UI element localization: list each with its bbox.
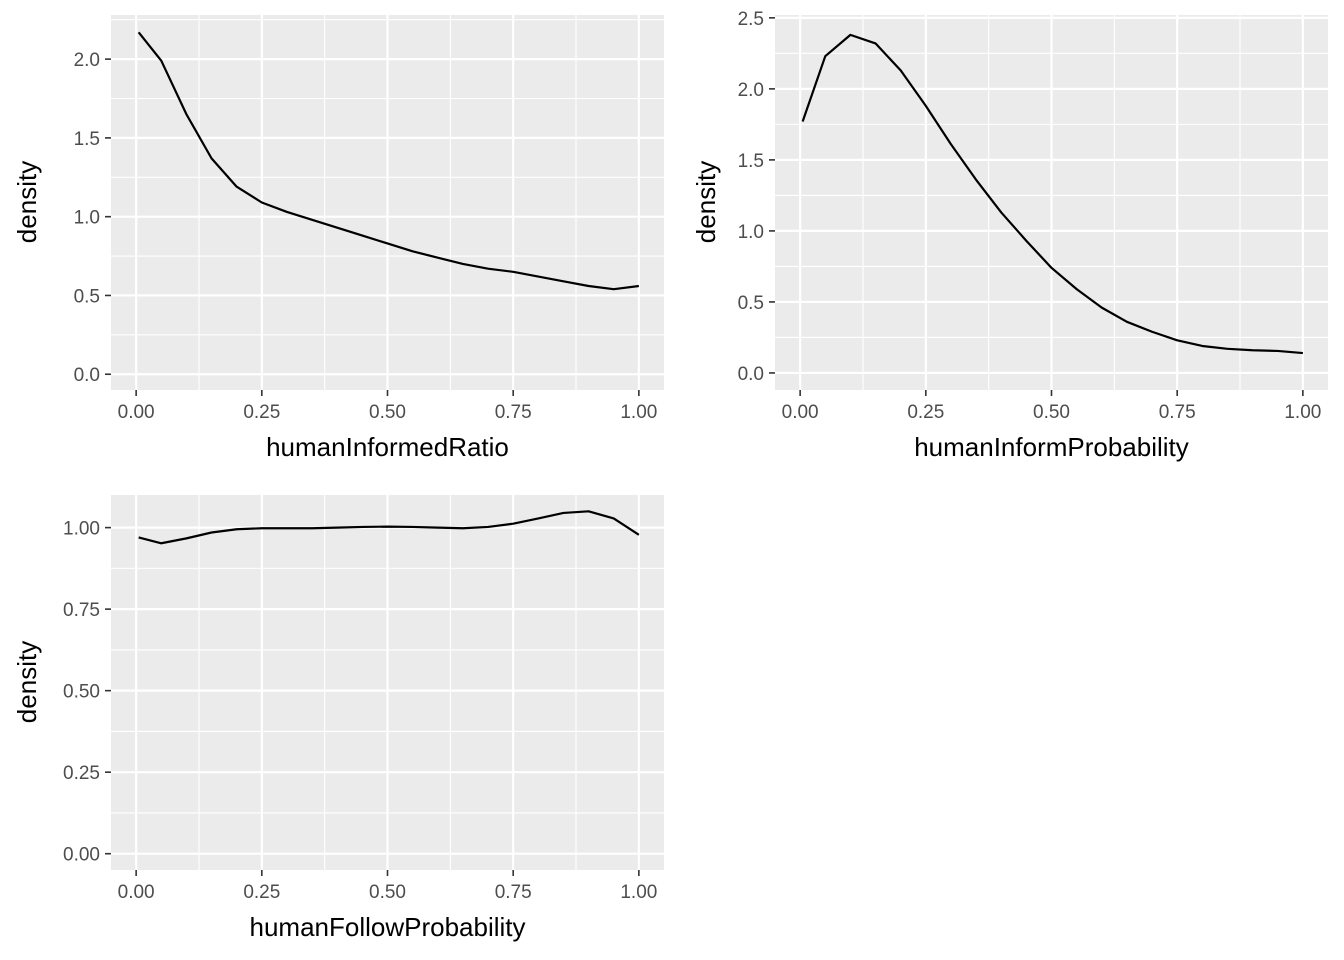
x-tick-label: 1.00 (620, 402, 657, 423)
y-tick-label: 0.0 (74, 365, 100, 386)
y-tick-label: 1.5 (74, 129, 100, 150)
x-tick-label: 0.75 (1159, 402, 1196, 423)
y-tick-label: 1.00 (63, 519, 100, 540)
x-tick-label: 0.75 (495, 882, 532, 903)
y-tick-label: 1.5 (738, 151, 764, 172)
density-line (138, 510, 640, 545)
y-tick-label: 0.5 (74, 286, 100, 307)
y-tick-label: 0.50 (63, 682, 100, 703)
x-axis-title: humanFollowProbability (249, 912, 525, 942)
y-axis-title: density (12, 641, 42, 723)
x-tick-label: 0.50 (369, 402, 406, 423)
density-line (137, 31, 639, 291)
x-tick-label: 0.00 (118, 882, 155, 903)
y-tick-label: 0.0 (738, 364, 764, 385)
x-tick-label: 0.50 (1033, 402, 1070, 423)
x-tick-label: 1.00 (620, 882, 657, 903)
x-tick-label: 0.25 (243, 402, 280, 423)
y-axis-title: density (691, 161, 721, 243)
chart-panel-2: 0.00 0.25 0.50 0.75 1.00 0.0 0.5 1.0 1.5 2.0 2.5 hu… (691, 9, 1328, 462)
chart-panel-1: 0.00 0.25 0.50 0.75 1.00 0.0 0.5 1.0 1.5 2.0 human… (12, 15, 664, 462)
x-tick-label: 0.75 (495, 402, 532, 423)
x-tick-label: 0.00 (782, 402, 819, 423)
y-tick-label: 2.5 (738, 9, 764, 30)
x-tick-label: 0.50 (369, 882, 406, 903)
y-tick-label: 0.00 (63, 845, 100, 866)
y-tick-label: 1.0 (74, 208, 100, 229)
x-axis-title: humanInformProbability (914, 432, 1189, 462)
x-tick-label: 0.00 (118, 402, 155, 423)
chart-panel-3: 0.00 0.25 0.50 0.75 1.00 0.00 0.25 0.50 0.75 1.00… (12, 495, 664, 942)
y-tick-label: 0.25 (63, 763, 100, 784)
y-tick-label: 0.75 (63, 600, 100, 621)
y-tick-label: 1.0 (738, 222, 764, 243)
x-tick-label: 0.25 (907, 402, 944, 423)
y-tick-label: 2.0 (74, 50, 100, 71)
x-tick-label: 0.25 (243, 882, 280, 903)
density-line (801, 33, 1303, 355)
y-tick-label: 2.0 (738, 80, 764, 101)
y-tick-label: 0.5 (738, 293, 764, 314)
x-tick-label: 1.00 (1284, 402, 1321, 423)
x-axis-title: humanInformedRatio (266, 432, 509, 462)
y-axis-title: density (12, 161, 42, 243)
